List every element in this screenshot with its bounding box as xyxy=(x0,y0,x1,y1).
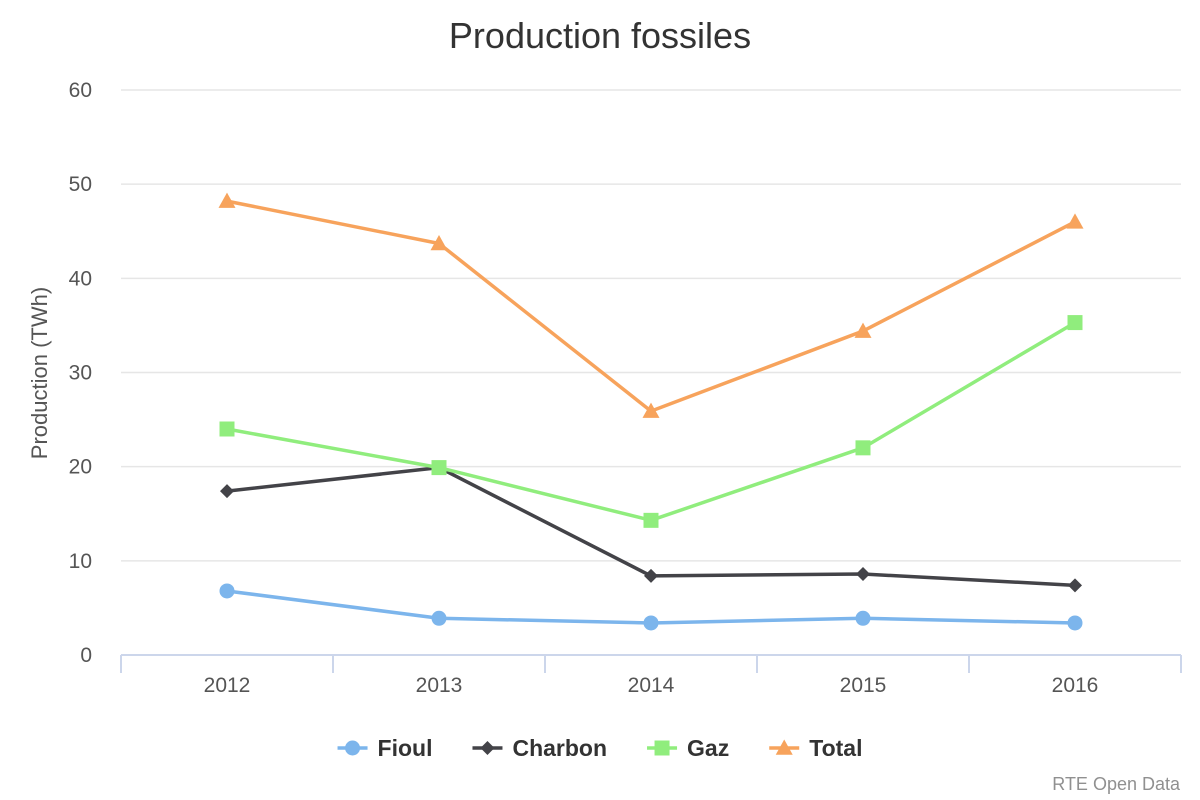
series-fioul xyxy=(219,583,1083,631)
data-point-total[interactable] xyxy=(1066,213,1084,229)
series-gaz xyxy=(219,315,1083,528)
data-point-gaz[interactable] xyxy=(1067,315,1083,331)
y-tick-label: 30 xyxy=(69,362,92,385)
x-tick-label: 2014 xyxy=(628,674,675,697)
data-point-total[interactable] xyxy=(430,234,448,251)
legend-marker-fioul xyxy=(345,740,361,756)
data-point-gaz[interactable] xyxy=(643,512,659,528)
y-tick-label: 10 xyxy=(69,550,92,573)
series-group xyxy=(218,192,1084,631)
chart-title: Production fossiles xyxy=(449,15,751,56)
legend-label: Total xyxy=(809,735,862,761)
credits-text[interactable]: RTE Open Data xyxy=(1052,774,1181,794)
legend-item-gaz[interactable]: Gaz xyxy=(647,735,729,761)
data-point-fioul[interactable] xyxy=(431,610,447,626)
data-point-fioul[interactable] xyxy=(643,615,659,631)
data-point-total[interactable] xyxy=(218,192,236,208)
legend-label: Gaz xyxy=(687,735,729,761)
data-point-charbon[interactable] xyxy=(220,484,234,499)
x-axis: 2012 2013 2014 2015 2016 xyxy=(120,654,1182,697)
x-tick-label: 2015 xyxy=(840,674,887,697)
legend-marker-charbon xyxy=(480,741,495,755)
y-tick-label: 50 xyxy=(69,173,92,196)
y-axis-ticks: 0 10 20 30 40 50 60 xyxy=(69,79,92,667)
x-tick-label: 2012 xyxy=(204,674,251,697)
legend-marker-total xyxy=(775,739,793,755)
grid xyxy=(121,89,1181,562)
legend-item-fioul[interactable]: Fioul xyxy=(337,735,433,761)
data-point-total[interactable] xyxy=(854,322,872,338)
data-point-gaz[interactable] xyxy=(219,421,235,437)
data-point-gaz[interactable] xyxy=(855,440,871,456)
data-point-gaz[interactable] xyxy=(431,460,447,476)
y-tick-label: 20 xyxy=(69,456,92,479)
data-point-charbon[interactable] xyxy=(856,567,870,582)
series-line-total[interactable] xyxy=(225,199,1077,413)
legend-label: Charbon xyxy=(512,735,607,761)
data-point-fioul[interactable] xyxy=(855,610,871,626)
y-tick-label: 40 xyxy=(69,267,92,290)
legend-label: Fioul xyxy=(378,735,433,761)
x-tick-label: 2013 xyxy=(416,674,463,697)
legend-item-total[interactable]: Total xyxy=(769,735,862,761)
series-line-gaz[interactable] xyxy=(225,320,1077,523)
y-tick-label: 60 xyxy=(69,79,92,102)
data-point-total[interactable] xyxy=(642,402,660,418)
legend: Fioul Charbon Gaz Total xyxy=(337,735,862,761)
data-point-charbon[interactable] xyxy=(1068,578,1082,593)
series-total xyxy=(218,192,1084,418)
y-tick-label: 0 xyxy=(80,644,92,667)
data-point-fioul[interactable] xyxy=(1067,615,1083,631)
x-tick-label: 2016 xyxy=(1052,674,1099,697)
data-point-charbon[interactable] xyxy=(644,568,658,583)
data-point-fioul[interactable] xyxy=(219,583,235,599)
legend-marker-gaz xyxy=(654,740,670,756)
legend-item-charbon[interactable]: Charbon xyxy=(472,735,607,761)
y-axis-title: Production (TWh) xyxy=(27,287,52,459)
